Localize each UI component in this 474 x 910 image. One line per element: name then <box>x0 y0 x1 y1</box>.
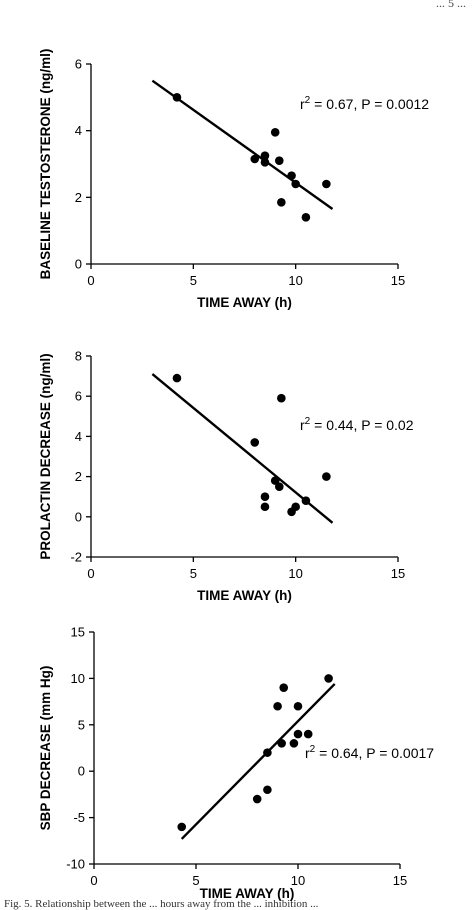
x-tick-label: 15 <box>391 273 405 288</box>
y-tick-label: 15 <box>71 625 85 640</box>
data-point <box>177 822 187 832</box>
data-point <box>322 472 331 481</box>
data-point <box>291 179 300 189</box>
data-point <box>260 158 270 167</box>
stats-annotation: r2 = 0.67, P = 0.0012 <box>300 95 429 112</box>
stats-annotation: r2 = 0.64, P = 0.0017 <box>305 744 434 761</box>
x-tick-label: 0 <box>87 273 94 288</box>
y-tick-label: -2 <box>70 550 82 565</box>
x-tick-label: 10 <box>288 566 302 581</box>
data-point <box>277 739 286 748</box>
data-point <box>260 151 270 160</box>
y-tick-label: 0 <box>75 257 82 272</box>
regression-line <box>151 79 334 210</box>
x-axis-title: TIME AWAY (h) <box>200 886 295 901</box>
data-point <box>291 502 300 512</box>
data-point <box>301 496 311 506</box>
x-tick-label: 5 <box>190 273 197 288</box>
x-tick-label: 0 <box>87 566 94 581</box>
regression-line <box>151 373 334 524</box>
data-point <box>301 213 311 222</box>
y-tick-label: 4 <box>75 123 82 138</box>
data-point <box>289 739 299 748</box>
data-point <box>322 179 331 189</box>
data-point <box>274 156 284 165</box>
data-point <box>270 128 280 137</box>
y-tick-label: 0 <box>75 509 82 524</box>
y-tick-label: 4 <box>75 429 82 444</box>
y-tick-label: -10 <box>66 857 85 872</box>
figure-caption-fragment: Fig. 5. Relationship between the ... hou… <box>4 898 319 910</box>
x-tick-label: 5 <box>190 566 197 581</box>
page-header-fragment: ... 5 ... <box>436 0 466 10</box>
y-tick-label: 2 <box>75 469 82 484</box>
data-point <box>277 198 286 207</box>
x-axis-title: TIME AWAY (h) <box>197 295 292 310</box>
y-tick-label: 6 <box>75 57 82 72</box>
y-tick-label: -5 <box>73 810 85 825</box>
y-tick-label: 6 <box>75 389 82 404</box>
data-point <box>250 438 260 447</box>
data-point <box>270 476 280 485</box>
chart-prolactin-decrease: -2 0 2 4 6 8 0 5 10 15 TIME AWAY (h) PROLACTIN DECR… <box>38 349 414 604</box>
data-point <box>250 154 260 164</box>
data-point <box>263 748 272 757</box>
data-point <box>277 393 286 403</box>
x-tick-label: 10 <box>288 273 302 288</box>
data-point <box>172 373 182 383</box>
chart-sbp-decrease: -10 -5 0 5 10 15 0 5 10 15 TIME AWAY (h) SBP DECREA… <box>38 625 434 902</box>
x-tick-label: 5 <box>192 873 199 888</box>
y-axis-title: SBP DECREASE (mm Hg) <box>38 666 53 831</box>
stats-annotation: r2 = 0.44, P = 0.02 <box>300 416 414 433</box>
data-point <box>287 171 296 180</box>
chart-baseline-testosterone: 0 2 4 6 0 5 10 15 TIME AWAY (h) BASELINE TESTOSTE… <box>38 49 429 310</box>
y-tick-label: 0 <box>78 764 85 779</box>
y-tick-label: 5 <box>78 717 85 732</box>
data-point <box>252 794 262 804</box>
x-axis-title: TIME AWAY (h) <box>197 588 292 603</box>
data-point <box>273 701 282 711</box>
data-point <box>260 502 270 512</box>
data-point <box>279 683 289 692</box>
y-tick-label: 2 <box>75 190 82 205</box>
regression-line <box>180 683 336 840</box>
x-tick-label: 15 <box>393 873 407 888</box>
data-point <box>263 785 272 795</box>
x-tick-label: 15 <box>391 566 405 581</box>
data-point <box>260 492 270 501</box>
y-tick-label: 8 <box>75 349 82 364</box>
data-point <box>274 482 284 491</box>
data-point <box>172 93 182 102</box>
data-point <box>293 701 303 711</box>
x-tick-label: 10 <box>291 873 305 888</box>
y-axis-title: BASELINE TESTOSTERONE (ng/ml) <box>38 49 53 280</box>
data-point <box>293 729 303 739</box>
y-tick-label: 10 <box>71 671 85 686</box>
data-point <box>324 674 333 683</box>
x-tick-label: 0 <box>90 873 97 888</box>
data-point <box>303 729 313 739</box>
y-axis-title: PROLACTIN DECREASE (ng/ml) <box>38 353 53 559</box>
